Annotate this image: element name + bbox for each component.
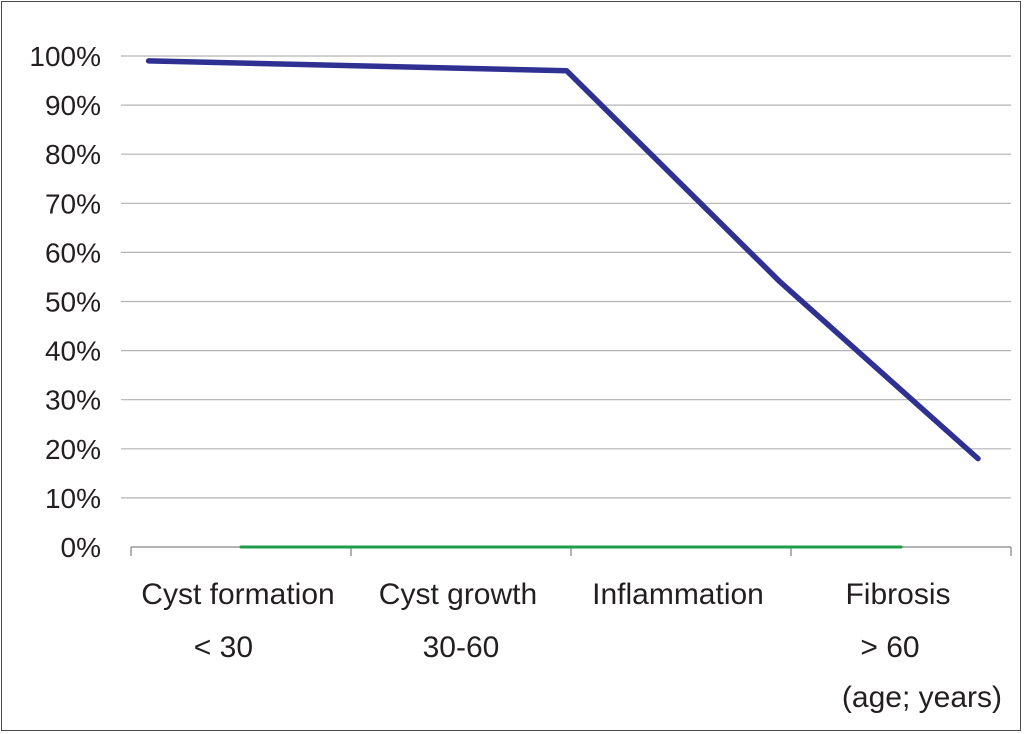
y-axis-tick-labels: 0% 10% 20% 30% 40% 50% 60% 70% 80% 90% 100% [29,41,101,563]
x-category-label: Cyst growth [379,578,537,611]
x-category-label: Fibrosis [845,578,950,611]
y-tick-label: 30% [45,385,101,416]
x-range-label: 30-60 [423,631,500,664]
x-range-label: > 60 [860,631,919,664]
x-range-label: < 30 [194,631,253,664]
series-line [145,58,981,462]
y-tick-label: 50% [45,287,101,318]
x-axis-category-labels: Cyst formation Cyst growth Inflammation Fib… [141,578,950,611]
y-tick-label: 60% [45,237,101,268]
y-tick-label: 80% [45,139,101,170]
y-tick-label: 10% [45,483,101,514]
y-tick-label: 70% [45,188,101,219]
y-tick-label: 20% [45,434,101,465]
x-category-label: Inflammation [592,578,764,611]
y-tick-label: 40% [45,336,101,367]
x-axis-range-labels: < 30 30-60 > 60 [194,631,920,664]
y-tick-label: 0% [61,532,101,563]
gridlines [121,55,1011,499]
x-axis-note: (age; years) [842,681,1002,714]
y-tick-label: 90% [45,90,101,121]
x-category-label: Cyst formation [141,578,334,611]
y-tick-label: 100% [29,41,101,72]
series-lines [145,58,981,549]
